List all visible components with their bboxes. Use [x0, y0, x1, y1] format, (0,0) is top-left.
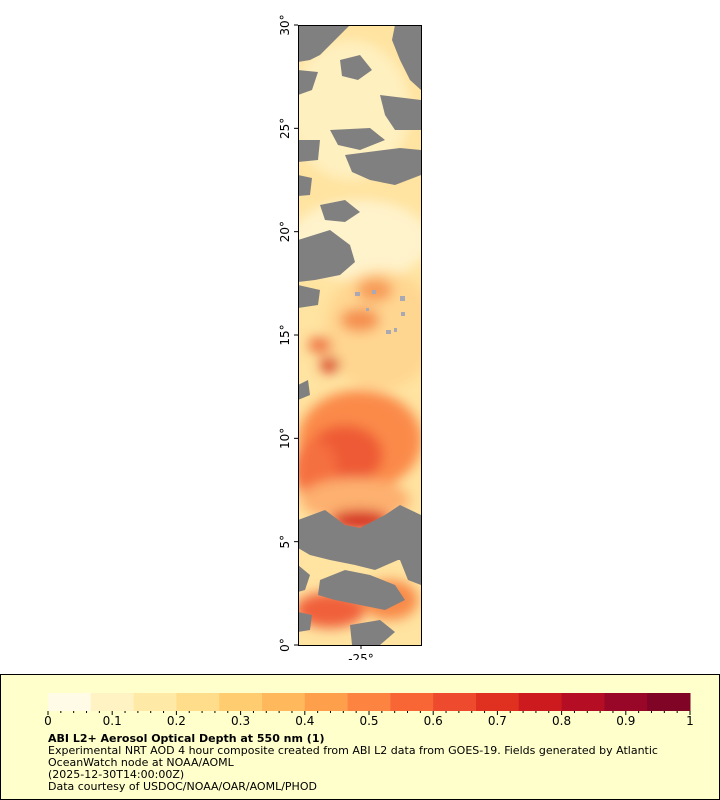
- colorbar-tick-label: 0.2: [167, 714, 186, 728]
- colorbar-tick-label: 0.4: [295, 714, 314, 728]
- colorbar-cell: [604, 693, 648, 711]
- colorbar-cell: [219, 693, 263, 711]
- lat-tick-label: 30°: [278, 14, 292, 35]
- lat-tick-label: 0°: [278, 638, 292, 652]
- colorbar-cell: [304, 693, 349, 711]
- lat-tick-label: 10°: [278, 428, 292, 449]
- no-data-mask: [298, 25, 421, 645]
- colorbar-cell: [262, 693, 306, 711]
- latitude-axis: 0° 5° 10° 15° 20° 25° 30°: [278, 14, 298, 652]
- colorbar-cell: [176, 693, 220, 711]
- colorbar-cell: [476, 693, 520, 711]
- lat-tick-label: 15°: [278, 324, 292, 345]
- colorbar-tick-label: 0: [44, 714, 52, 728]
- colorbar-tick-label: 0.1: [103, 714, 122, 728]
- colorbar-cell: [433, 693, 477, 711]
- colorbar-cell: [133, 693, 177, 711]
- longitude-axis: -25°: [348, 645, 374, 666]
- lat-tick-label: 5°: [278, 535, 292, 549]
- colorbar-tick-label: 0.9: [616, 714, 635, 728]
- lat-tick-label: 20°: [278, 221, 292, 242]
- legend-panel: 0 0.1 0.2 0.3 0.4 0.5 0.6 0.7 0.8 0.9 1 ABI L2+ Ae…: [0, 674, 720, 800]
- colorbar-cell: [390, 693, 434, 711]
- colorbar-cell: [48, 693, 92, 711]
- colorbar-tick-label: 0.6: [424, 714, 443, 728]
- legend-description: Experimental NRT AOD 4 hour composite cr…: [48, 744, 658, 769]
- colorbar-cell: [90, 693, 135, 711]
- legend-timestamp: (2025-12-30T14:00:00Z): [48, 768, 185, 781]
- colorbar-cell: [647, 693, 691, 711]
- colorbar-cell: [347, 693, 391, 711]
- lat-tick-label: 25°: [278, 118, 292, 139]
- colorbar-tick-label: 0.8: [552, 714, 571, 728]
- colorbar-tick-label: 0.5: [359, 714, 378, 728]
- colorbar-tick-label: 0.3: [231, 714, 250, 728]
- map-area: 0° 5° 10° 15° 20° 25° 30° -25°: [278, 14, 422, 666]
- legend-credit: Data courtesy of USDOC/NOAA/OAR/AOML/PHO…: [48, 780, 317, 793]
- aod-field: [298, 25, 421, 645]
- colorbar: 0 0.1 0.2 0.3 0.4 0.5 0.6 0.7 0.8 0.9 1: [44, 693, 694, 728]
- colorbar-tick-label: 1: [686, 714, 694, 728]
- colorbar-cell: [561, 693, 605, 711]
- colorbar-cell: [518, 693, 563, 711]
- islands: [355, 290, 405, 334]
- legend-title: ABI L2+ Aerosol Optical Depth at 550 nm …: [48, 732, 325, 745]
- aod-map: 0° 5° 10° 15° 20° 25° 30° -25°: [278, 14, 422, 666]
- lon-tick-label: -25°: [348, 652, 374, 660]
- colorbar-tick-label: 0.7: [488, 714, 507, 728]
- map-frame: [298, 25, 422, 646]
